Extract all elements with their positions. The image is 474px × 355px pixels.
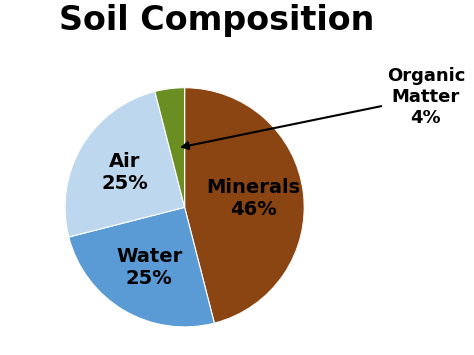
Wedge shape (185, 88, 304, 323)
Text: Water
25%: Water 25% (116, 246, 182, 288)
Wedge shape (65, 92, 185, 237)
Text: Minerals
46%: Minerals 46% (206, 178, 301, 219)
Wedge shape (155, 88, 185, 207)
Text: Air
25%: Air 25% (101, 152, 148, 192)
Text: Organic
Matter
4%: Organic Matter 4% (182, 67, 465, 149)
Wedge shape (69, 207, 214, 327)
Title: Soil Composition: Soil Composition (59, 4, 374, 37)
